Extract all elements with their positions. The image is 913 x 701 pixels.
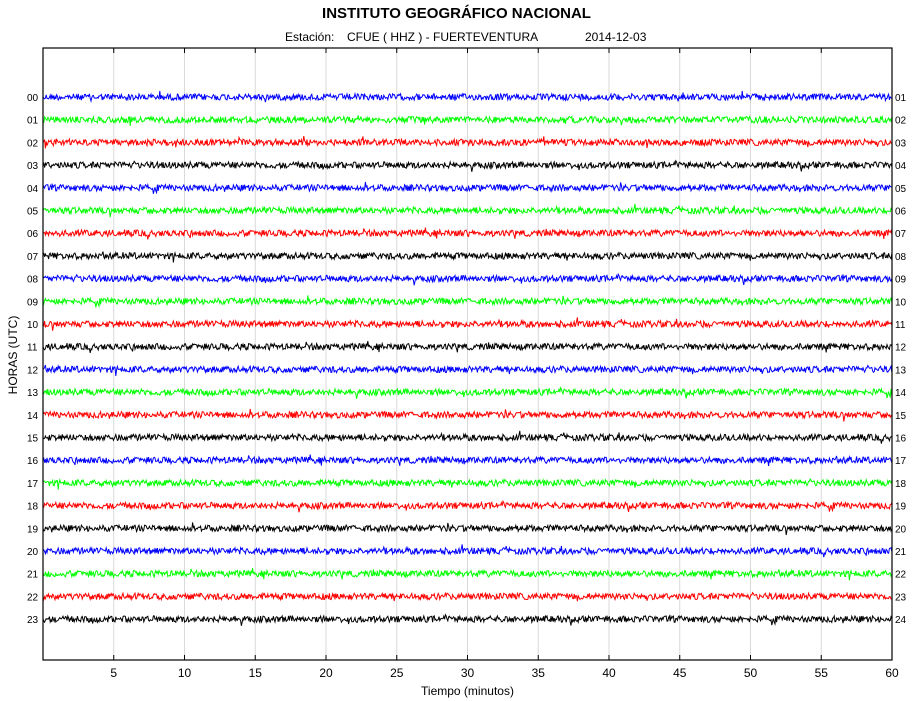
x-tick-label-30: 30 — [461, 666, 475, 680]
hour-label-left-02: 02 — [27, 138, 39, 149]
hour-label-left-15: 15 — [27, 434, 39, 445]
trace-hour-06 — [42, 227, 893, 240]
x-tick-label-5: 5 — [110, 666, 117, 680]
trace-hour-13 — [42, 386, 893, 399]
hour-label-right-02: 02 — [895, 116, 907, 127]
hour-label-left-08: 08 — [27, 275, 39, 286]
hour-label-right-17: 17 — [895, 456, 907, 467]
hour-label-left-05: 05 — [27, 207, 39, 218]
trace-hour-18 — [42, 499, 893, 513]
trace-hour-15 — [42, 430, 893, 444]
trace-hour-07 — [42, 250, 893, 263]
hour-label-left-22: 22 — [27, 592, 39, 603]
hour-label-right-03: 03 — [895, 138, 907, 149]
x-tick-label-20: 20 — [319, 666, 333, 680]
hour-label-right-05: 05 — [895, 184, 907, 195]
hour-label-right-01: 01 — [895, 93, 907, 104]
hour-label-right-22: 22 — [895, 570, 907, 581]
x-tick-label-45: 45 — [673, 666, 687, 680]
y-axis-label: HORAS (UTC) — [6, 316, 20, 395]
hour-label-left-14: 14 — [27, 411, 39, 422]
hour-label-right-12: 12 — [895, 343, 907, 354]
x-tick-label-50: 50 — [744, 666, 758, 680]
hour-label-right-04: 04 — [895, 161, 907, 172]
x-tick-label-25: 25 — [390, 666, 404, 680]
trace-hour-05 — [42, 203, 893, 218]
hour-label-left-19: 19 — [27, 524, 39, 535]
trace-hour-02 — [42, 135, 892, 149]
x-axis-label: Tiempo (minutos) — [421, 684, 514, 698]
x-tick-label-35: 35 — [532, 666, 546, 680]
hour-label-left-12: 12 — [27, 365, 39, 376]
hour-label-right-09: 09 — [895, 275, 907, 286]
hour-label-left-17: 17 — [27, 479, 39, 490]
trace-hour-16 — [42, 454, 893, 466]
trace-hour-09 — [42, 295, 893, 309]
hour-label-right-20: 20 — [895, 524, 907, 535]
hour-label-left-01: 01 — [27, 116, 39, 127]
trace-hour-19 — [42, 522, 893, 536]
hour-label-right-23: 23 — [895, 592, 907, 603]
hour-label-right-13: 13 — [895, 365, 907, 376]
hour-label-left-18: 18 — [27, 502, 39, 513]
hour-label-left-06: 06 — [27, 229, 39, 240]
chart-title: INSTITUTO GEOGRÁFICO NACIONAL — [322, 5, 591, 22]
trace-hour-12 — [42, 364, 893, 377]
hour-label-right-16: 16 — [895, 434, 907, 445]
trace-hour-21 — [42, 568, 893, 581]
hour-label-left-16: 16 — [27, 456, 39, 467]
hour-label-right-06: 06 — [895, 207, 907, 218]
hour-label-left-23: 23 — [27, 615, 39, 626]
hour-label-right-18: 18 — [895, 479, 907, 490]
hour-label-right-08: 08 — [895, 252, 907, 263]
hour-label-right-10: 10 — [895, 297, 907, 308]
trace-hour-22 — [42, 591, 893, 602]
hour-label-right-19: 19 — [895, 502, 907, 513]
hour-label-left-13: 13 — [27, 388, 39, 399]
hour-label-left-07: 07 — [27, 252, 39, 263]
hour-label-right-14: 14 — [895, 388, 907, 399]
x-tick-label-60: 60 — [885, 666, 899, 680]
hour-label-right-24: 24 — [895, 615, 907, 626]
trace-hour-23 — [42, 613, 893, 626]
hour-label-left-20: 20 — [27, 547, 39, 558]
trace-hour-00 — [42, 90, 893, 103]
trace-hour-03 — [42, 159, 893, 172]
trace-hour-10 — [42, 317, 893, 331]
x-tick-label-40: 40 — [602, 666, 616, 680]
hour-label-right-21: 21 — [895, 547, 907, 558]
hour-label-right-15: 15 — [895, 411, 907, 422]
x-tick-label-10: 10 — [178, 666, 192, 680]
hour-label-right-07: 07 — [895, 229, 907, 240]
x-tick-label-15: 15 — [249, 666, 263, 680]
hour-label-left-10: 10 — [27, 320, 39, 331]
trace-hour-01 — [42, 114, 893, 127]
hour-label-left-04: 04 — [27, 184, 39, 195]
trace-hour-11 — [42, 341, 893, 353]
trace-hour-14 — [42, 408, 893, 422]
trace-hour-08 — [42, 272, 893, 286]
station-name: CFUE ( HHZ ) - FUERTEVENTURA — [347, 30, 539, 44]
station-label: Estación: — [285, 30, 335, 44]
record-date: 2014-12-03 — [585, 30, 647, 44]
trace-hour-17 — [42, 477, 893, 490]
trace-hour-04 — [42, 181, 892, 195]
hour-label-left-09: 09 — [27, 297, 39, 308]
trace-hour-20 — [42, 544, 893, 558]
hour-label-left-00: 00 — [27, 93, 39, 104]
x-tick-label-55: 55 — [815, 666, 829, 680]
hour-label-right-11: 11 — [895, 320, 906, 331]
hour-label-left-11: 11 — [27, 343, 38, 354]
hour-label-left-03: 03 — [27, 161, 39, 172]
hour-label-left-21: 21 — [27, 570, 39, 581]
